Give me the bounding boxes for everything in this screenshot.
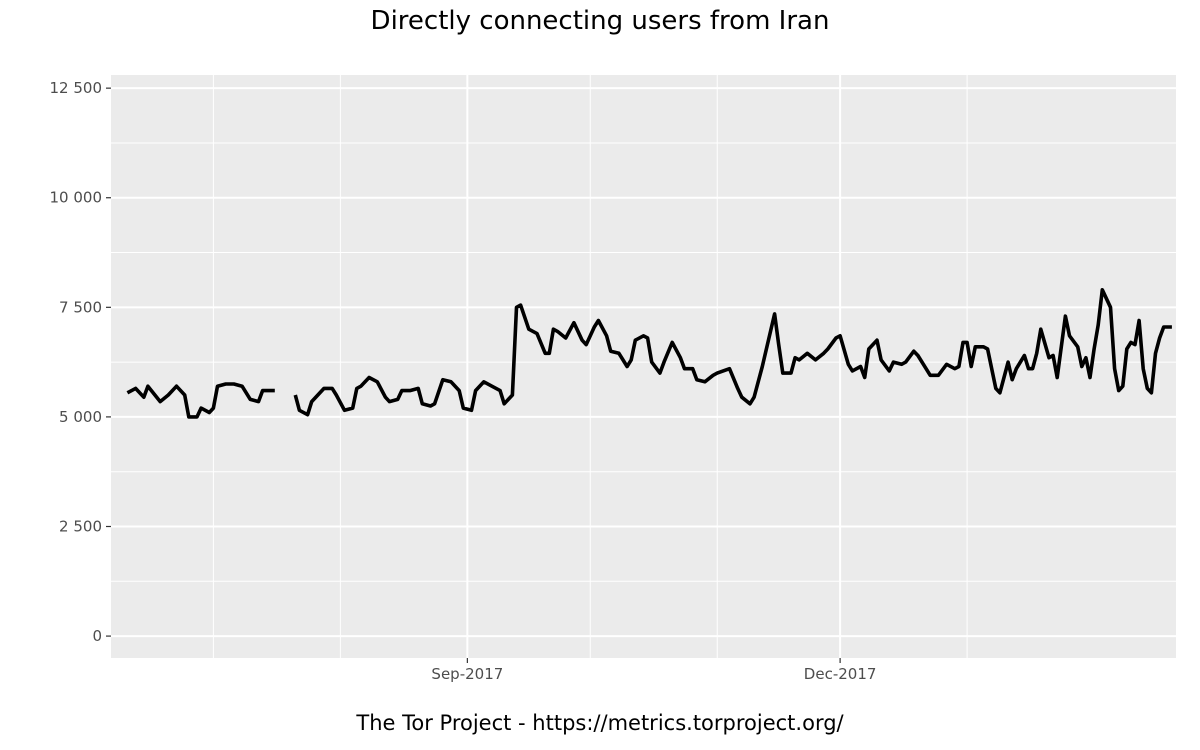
series-line	[293, 287, 1172, 417]
major-gridlines	[111, 75, 1176, 658]
y-tick-label: 5 000	[59, 408, 102, 426]
y-tick-label: 2 500	[59, 517, 102, 535]
chart-title: Directly connecting users from Iran	[370, 6, 830, 36]
plot-panel	[111, 75, 1176, 658]
y-tick-label: 0	[92, 627, 102, 645]
y-tick-label: 7 500	[59, 298, 102, 316]
minor-gridlines	[111, 75, 1176, 658]
x-axis: Sep-2017 Dec-2017	[431, 658, 876, 683]
x-tick-label: Dec-2017	[804, 665, 877, 683]
x-tick-label: Sep-2017	[431, 665, 503, 683]
y-tick-label: 10 000	[50, 189, 103, 207]
series-layer	[126, 287, 1172, 419]
y-axis: 0 2 500 5 000 7 500 10 000 12 500	[50, 79, 111, 645]
series-line	[126, 382, 275, 419]
y-tick-label: 12 500	[50, 79, 103, 97]
chart-caption: The Tor Project - https://metrics.torpro…	[356, 711, 844, 735]
